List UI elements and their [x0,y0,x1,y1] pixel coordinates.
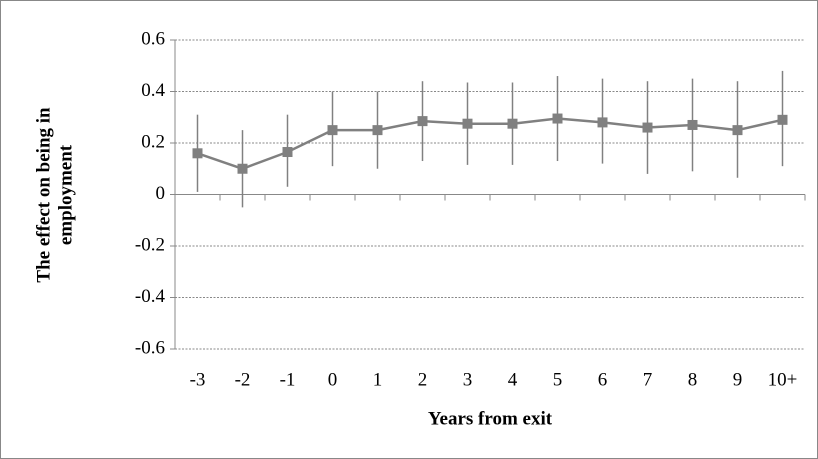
marker [282,147,293,158]
marker [552,113,563,124]
y-tick-label: -0.2 [135,234,165,255]
marker [642,122,653,133]
x-tick-label: 4 [508,369,518,390]
x-tick-label: 7 [643,369,653,390]
y-tick-label: 0.2 [141,131,165,152]
x-tick-label: 10+ [768,369,798,390]
x-tick-label: 8 [688,369,698,390]
marker [327,125,338,136]
marker [507,118,518,129]
marker [777,114,788,125]
x-tick-label: -3 [190,369,206,390]
x-axis-title: Years from exit [428,408,553,429]
marker [597,117,608,128]
marker [462,118,473,129]
x-tick-label: -2 [235,369,251,390]
y-tick-label: 0.4 [141,80,165,101]
y-axis-title-line: The effect on being in [33,107,54,283]
y-tick-label: 0 [156,183,166,204]
series-line [197,117,783,171]
y-axis-title: The effect on being in employment [33,107,76,283]
x-tick-label: 3 [463,369,473,390]
x-tick-label: -1 [280,369,296,390]
x-tick-label: 6 [598,369,608,390]
x-tick-label: 9 [733,369,743,390]
marker [732,125,743,136]
marker [237,163,248,174]
y-tick-label: -0.6 [135,337,165,358]
marker [417,116,428,127]
y-axis-title-line: employment [55,144,76,245]
x-tick-label: 1 [373,369,383,390]
x-tick-label: 5 [553,369,563,390]
x-tick-label: 2 [418,369,428,390]
marker [372,125,383,136]
x-tick-label: 0 [328,369,338,390]
marker [687,119,698,130]
y-tick-label: -0.4 [135,286,166,307]
y-tick-label: 0.6 [141,28,165,49]
marker [192,148,203,159]
